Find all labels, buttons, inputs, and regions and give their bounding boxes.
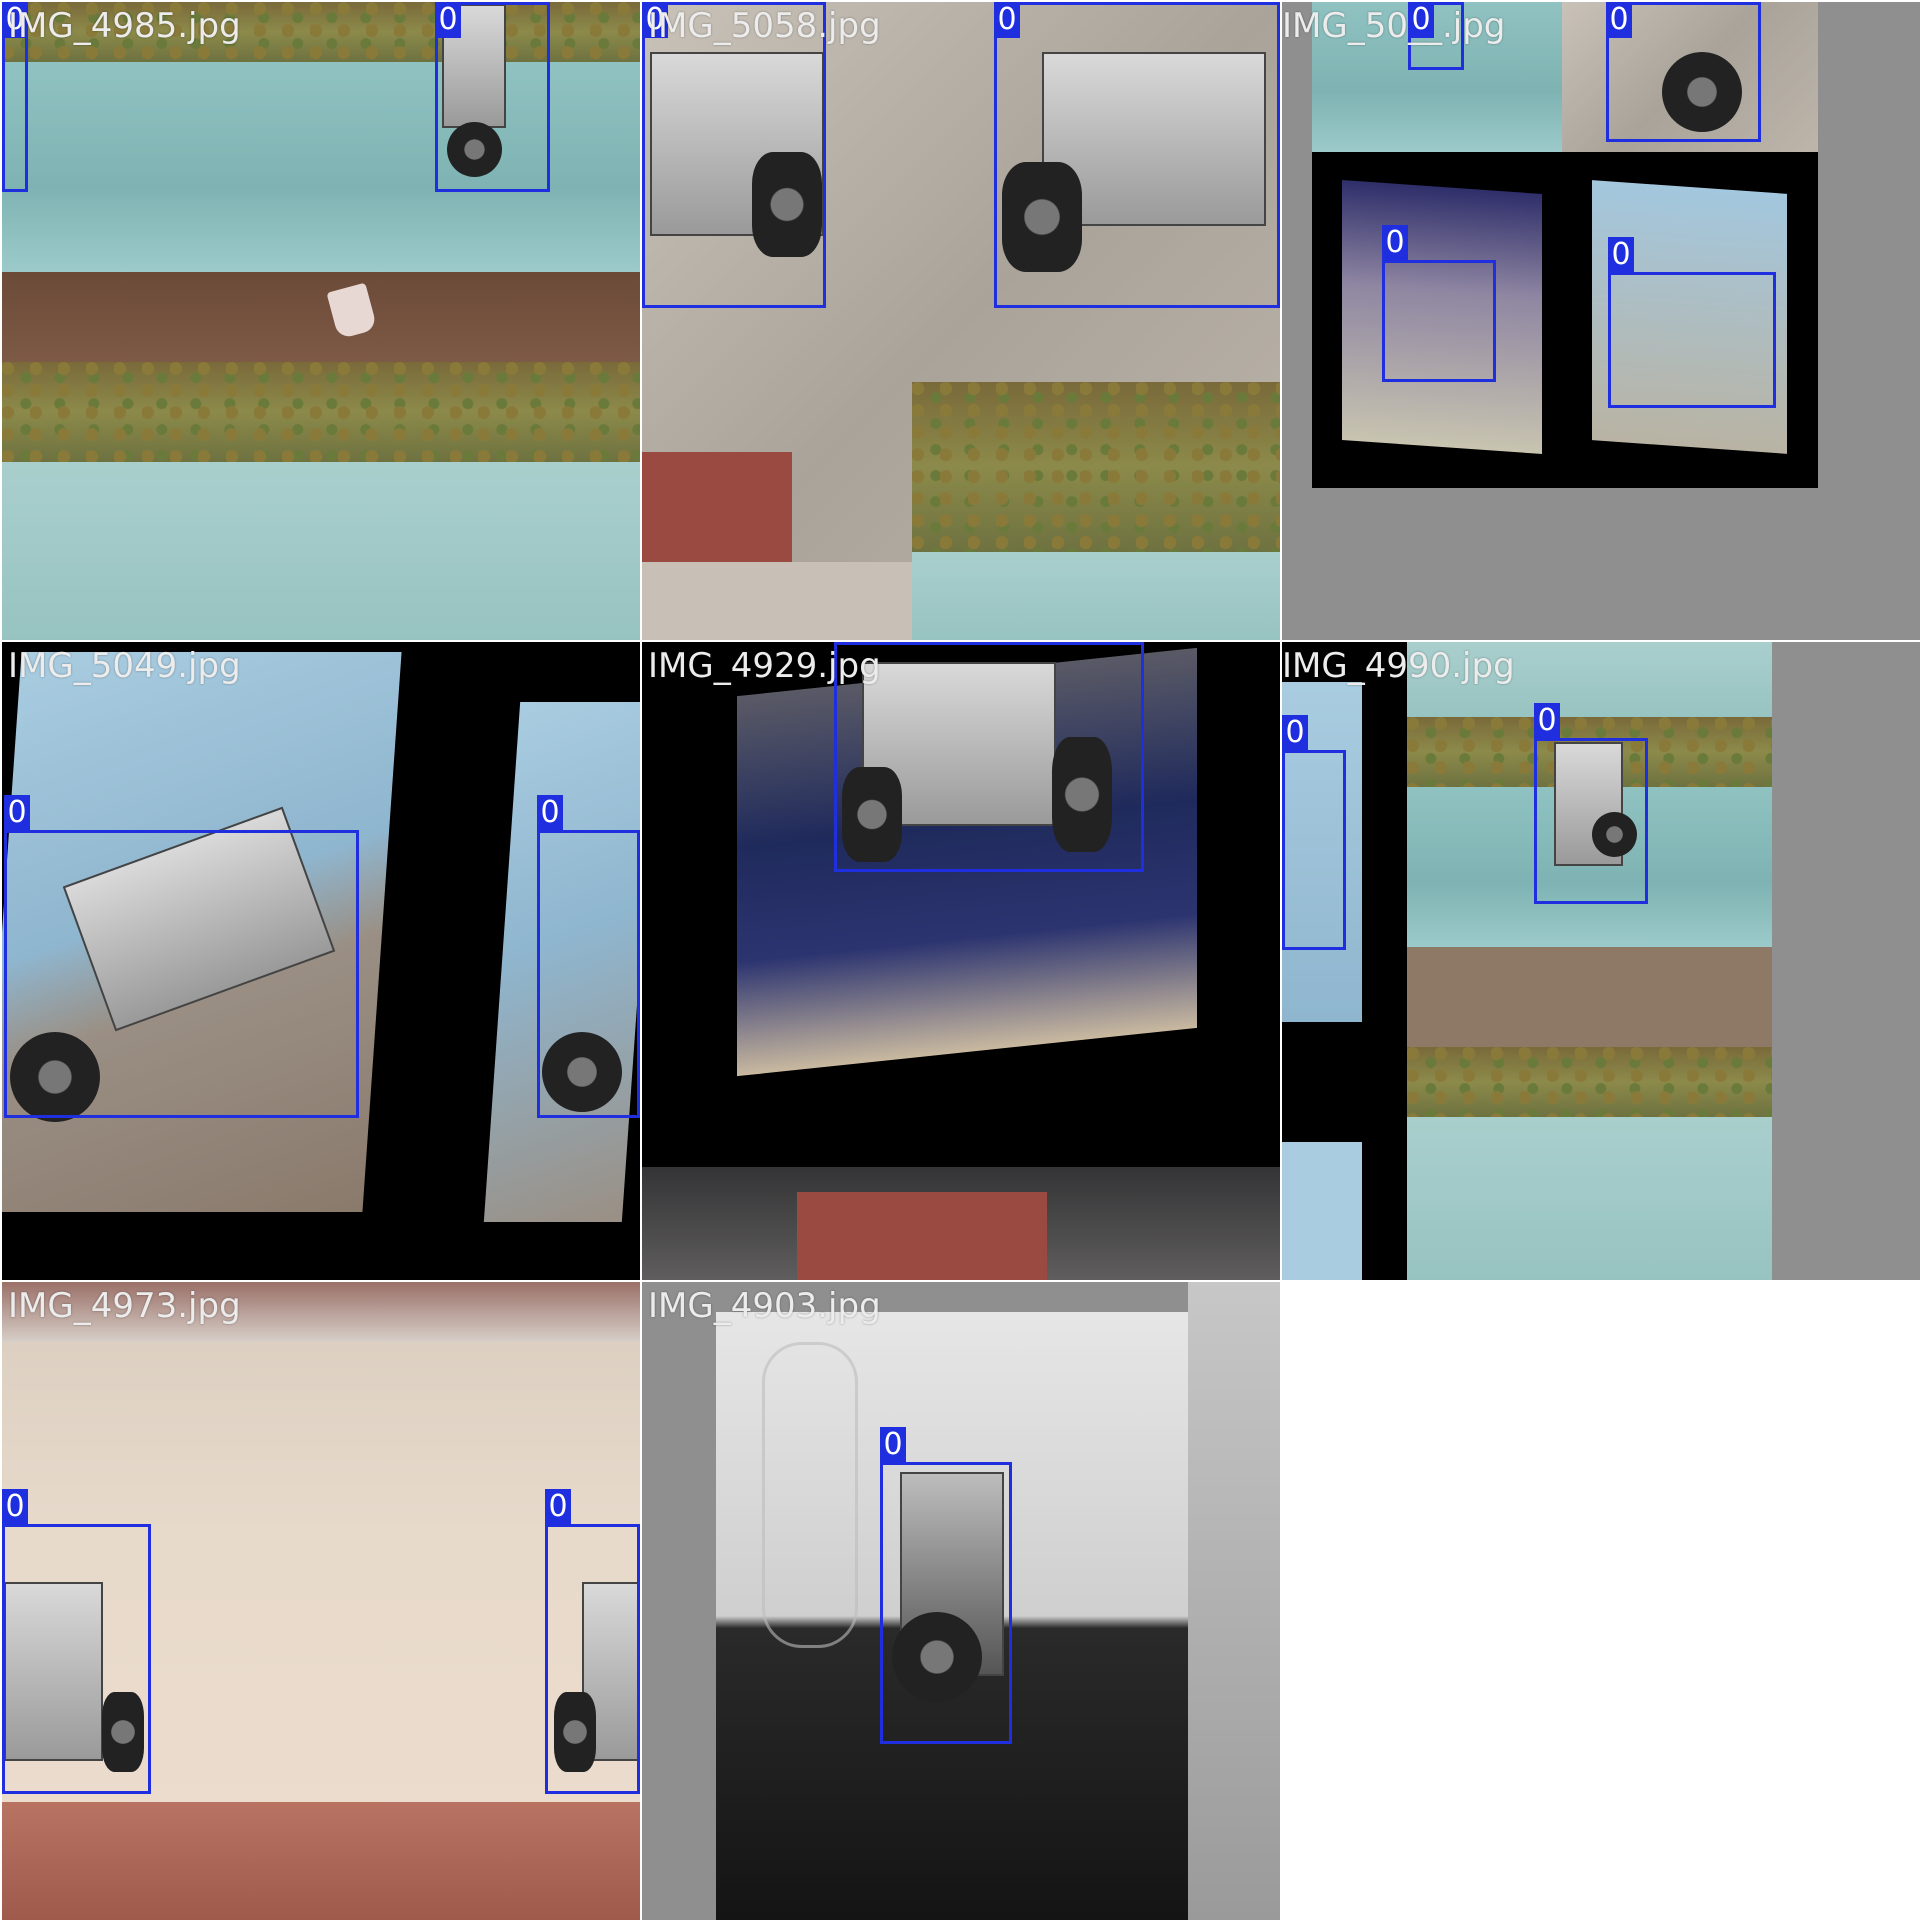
photo-crop bbox=[1188, 1282, 1280, 1920]
floor-tiles bbox=[642, 562, 912, 640]
photo-crop bbox=[1407, 642, 1772, 1280]
bench-plank bbox=[912, 552, 1280, 640]
robot-wheel bbox=[542, 1032, 622, 1112]
hedge-strip bbox=[912, 382, 1280, 552]
class-label: 0 bbox=[2, 2, 28, 38]
class-label: 0 bbox=[880, 1427, 906, 1463]
class-label: 0 bbox=[1534, 703, 1560, 739]
robot-wheel bbox=[10, 1032, 100, 1122]
detection-box: 0 bbox=[1608, 237, 1776, 408]
hedge-strip bbox=[2, 362, 640, 462]
soil-strip bbox=[1407, 947, 1772, 1047]
class-label: 0 bbox=[435, 2, 461, 38]
bench-plank bbox=[1407, 1117, 1772, 1280]
wall-strip bbox=[2, 1282, 640, 1342]
detection-box: 0 bbox=[2, 2, 28, 192]
robot-wheel bbox=[102, 1692, 144, 1772]
detection-box: 0 bbox=[1282, 715, 1346, 950]
class-label: 0 bbox=[834, 642, 860, 643]
planter bbox=[642, 452, 792, 562]
detection-box: 0 bbox=[537, 795, 640, 1118]
mosaic-tile: IMG_5049.jpg 0 0 bbox=[2, 642, 640, 1280]
brick-border bbox=[2, 1802, 640, 1920]
detection-box: 0 bbox=[834, 642, 1144, 872]
robot-wheel bbox=[1002, 162, 1082, 272]
robot-wheel bbox=[892, 1612, 982, 1702]
class-label: 0 bbox=[1282, 715, 1308, 751]
photo-crop bbox=[1282, 1142, 1362, 1280]
detection-box: 0 bbox=[1382, 225, 1496, 382]
bench-plank bbox=[1407, 642, 1772, 717]
detection-box: 0 bbox=[4, 795, 359, 1118]
class-label: 0 bbox=[4, 795, 30, 831]
mosaic-tile: IMG_4903.jpg 0 bbox=[642, 1282, 1280, 1920]
gray-padding bbox=[1772, 642, 1920, 1280]
robot bbox=[4, 1582, 103, 1761]
mosaic-tile: IMG_50__.jpg 0 0 0 0 bbox=[1282, 2, 1920, 640]
class-label: 0 bbox=[1606, 2, 1632, 38]
image-filename: IMG_4903.jpg bbox=[648, 1286, 881, 1326]
image-filename: IMG_5049.jpg bbox=[8, 646, 241, 686]
robot-wheel bbox=[842, 767, 902, 862]
image-filename: IMG_5058.jpg bbox=[648, 6, 881, 46]
detection-box: 0 bbox=[880, 1427, 1012, 1744]
mosaic-tile: IMG_5058.jpg 0 0 bbox=[642, 2, 1280, 640]
class-label: 0 bbox=[545, 1489, 571, 1525]
class-label: 0 bbox=[1608, 237, 1634, 273]
class-label: 0 bbox=[2, 1489, 28, 1525]
class-label: 0 bbox=[537, 795, 563, 831]
detection-box: 0 bbox=[1408, 2, 1464, 70]
hedge-strip bbox=[1407, 1047, 1772, 1117]
class-label: 0 bbox=[994, 2, 1020, 38]
image-filename: IMG_4929.jpg bbox=[648, 646, 881, 686]
bench-plank bbox=[2, 62, 640, 272]
image-filename: IMG_50__.jpg bbox=[1282, 6, 1506, 46]
detection-box: 0 bbox=[435, 2, 550, 192]
bench-plank bbox=[2, 462, 640, 640]
skeleton bbox=[762, 1342, 858, 1648]
robot-wheel bbox=[1662, 52, 1742, 132]
detection-box: 0 bbox=[994, 2, 1280, 308]
mosaic-tile: IMG_4929.jpg 0 bbox=[642, 642, 1280, 1280]
class-label: 0 bbox=[1382, 225, 1408, 261]
robot-wheel bbox=[752, 152, 822, 257]
class-label: 0 bbox=[1408, 2, 1434, 38]
image-filename: IMG_4973.jpg bbox=[8, 1286, 241, 1326]
class-label: 0 bbox=[642, 2, 668, 38]
hedge-strip bbox=[2, 2, 640, 62]
soil-strip bbox=[2, 272, 640, 362]
photo-crop bbox=[1312, 2, 1562, 152]
robot-wheel bbox=[1052, 737, 1112, 852]
image-filename: IMG_4990.jpg bbox=[1282, 646, 1515, 686]
detection-box: 0 bbox=[2, 1489, 151, 1794]
mosaic-tile: IMG_4973.jpg 0 0 bbox=[2, 1282, 640, 1920]
robot-wheel bbox=[554, 1692, 596, 1772]
planter bbox=[797, 1192, 1047, 1280]
detection-box: 0 bbox=[545, 1489, 640, 1794]
detection-box: 0 bbox=[1534, 703, 1648, 904]
detection-box: 0 bbox=[1606, 2, 1761, 142]
mosaic-tile: IMG_4985.jpg 0 0 bbox=[2, 2, 640, 640]
image-filename: IMG_4985.jpg bbox=[8, 6, 241, 46]
robot-wheel bbox=[447, 122, 502, 177]
robot-wheel bbox=[1592, 812, 1637, 857]
detection-box: 0 bbox=[642, 2, 826, 308]
mosaic-tile: IMG_4990.jpg 0 0 bbox=[1282, 642, 1920, 1280]
